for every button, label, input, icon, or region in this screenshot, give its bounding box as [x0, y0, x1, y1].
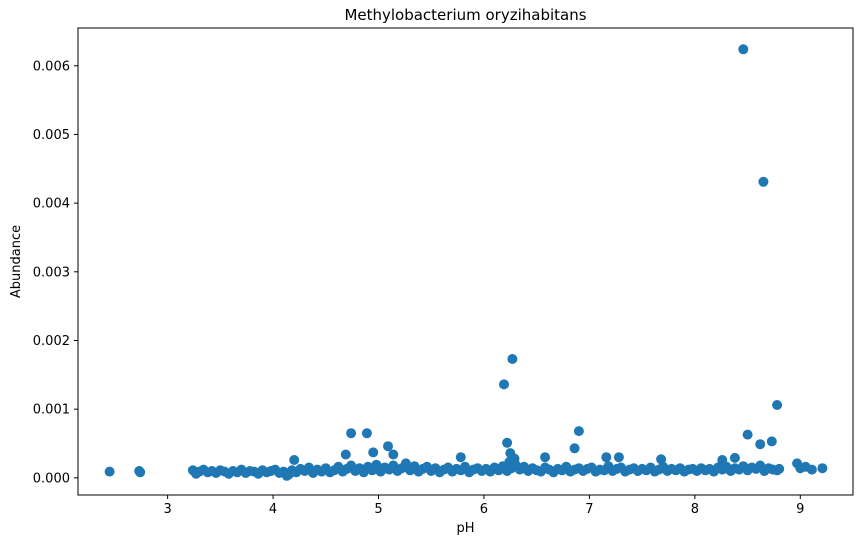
data-point — [509, 453, 520, 464]
data-point — [368, 447, 379, 458]
data-point — [742, 429, 753, 440]
data-point — [573, 426, 584, 437]
data-point — [346, 428, 357, 439]
y-tick-label: 0.001 — [33, 403, 70, 418]
data-point — [455, 452, 466, 463]
y-tick-label: 0.006 — [33, 59, 70, 74]
data-point — [388, 449, 399, 460]
y-axis-label: Abundance — [9, 225, 24, 298]
y-tick-label: 0.003 — [33, 265, 70, 280]
x-tick-label: 5 — [374, 502, 382, 517]
y-tick-label: 0.004 — [33, 197, 70, 212]
data-point — [729, 452, 740, 463]
data-point — [383, 441, 393, 452]
data-point — [817, 463, 828, 474]
plot-area — [78, 28, 853, 495]
data-point — [502, 437, 513, 448]
y-tick-label: 0.005 — [33, 128, 70, 143]
data-point — [772, 400, 783, 410]
data-point — [656, 454, 667, 465]
y-tick-label: 0.000 — [33, 471, 70, 486]
data-point — [601, 452, 612, 463]
chart-title: Methylobacterium oryzihabitans — [344, 6, 586, 24]
x-axis-ticks: 3 4 5 6 7 8 9 — [163, 495, 804, 517]
x-tick-label: 3 — [163, 502, 171, 517]
x-tick-label: 8 — [691, 502, 699, 517]
data-point — [289, 455, 300, 465]
y-tick-label: 0.002 — [33, 334, 70, 349]
x-tick-label: 7 — [585, 502, 593, 517]
data-point — [340, 449, 351, 460]
plot-frame — [77, 27, 854, 496]
data-point — [613, 452, 624, 463]
y-axis-ticks: 0.000 0.001 0.002 0.003 0.004 0.005 0.006 — [33, 59, 78, 486]
data-point — [104, 466, 115, 477]
data-point — [361, 428, 372, 439]
data-point — [738, 44, 749, 55]
data-point — [806, 464, 817, 475]
data-point — [766, 436, 777, 447]
data-points — [104, 44, 828, 481]
data-point — [135, 467, 146, 478]
data-point — [774, 463, 785, 474]
data-point — [507, 354, 518, 364]
x-tick-label: 9 — [796, 502, 804, 517]
data-point — [758, 176, 769, 187]
data-point — [540, 452, 551, 463]
data-point — [569, 443, 580, 454]
x-tick-label: 6 — [480, 502, 488, 517]
x-tick-label: 4 — [269, 502, 277, 517]
data-point — [499, 379, 509, 390]
data-point — [717, 455, 728, 465]
x-axis-label: pH — [456, 521, 474, 536]
data-point — [755, 439, 766, 450]
